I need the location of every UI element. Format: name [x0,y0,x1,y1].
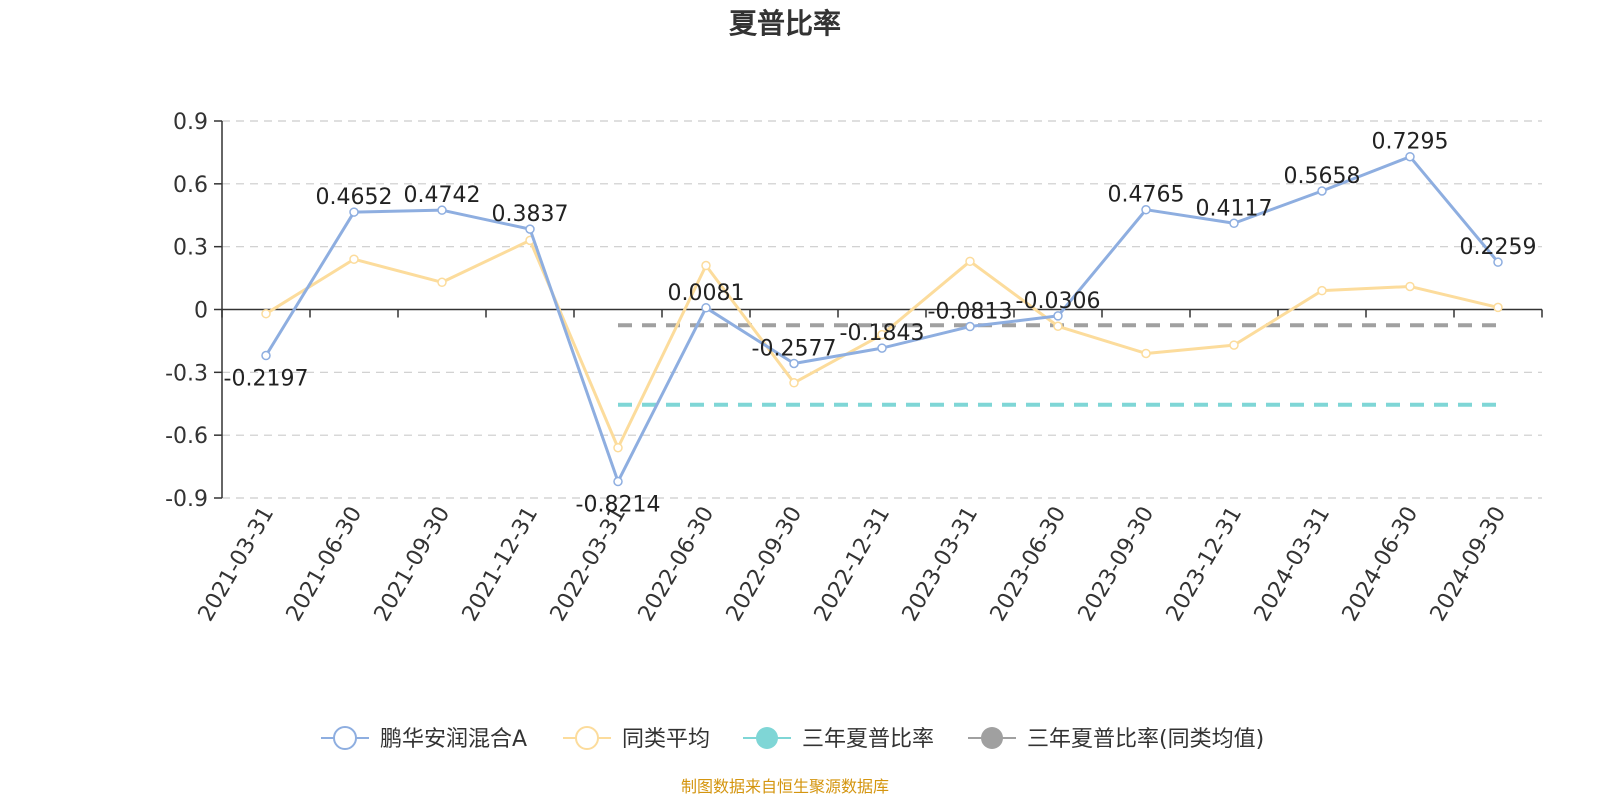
y-tick-label: 0.3 [173,236,208,261]
data-point [1141,348,1151,359]
x-tick-label: 2022-06-30 [634,503,720,626]
data-label: 0.0081 [668,281,745,306]
data-point [789,358,799,369]
x-tick-label: 2023-03-31 [898,503,984,626]
data-label: -0.0813 [928,300,1013,325]
data-label: -0.8214 [576,493,661,518]
data-label: 0.4652 [316,185,393,210]
data-point [1405,281,1415,292]
y-tick-label: 0.9 [173,110,208,135]
data-source-note: 制图数据来自恒生聚源数据库 [681,777,889,796]
x-tick-label: 2022-09-30 [722,503,808,626]
data-point [1317,186,1327,196]
data-point [261,350,271,361]
data-label: 0.2259 [1460,235,1537,260]
data-label: -0.2577 [752,336,837,361]
data-point [701,303,711,313]
data-point [965,321,975,332]
legend-label-three-year-sharpe-peer: 三年夏普比率(同类均值) [1027,727,1264,752]
data-point [349,254,359,264]
data-point [1317,285,1327,296]
legend-marker-three-year-sharpe-peer [981,727,1003,749]
data-point [1229,340,1239,350]
data-label: 0.4765 [1108,183,1185,208]
x-tick-label: 2022-03-31 [546,503,632,626]
grid-lines [222,120,1542,499]
x-tick-label: 2022-12-31 [810,503,896,626]
x-tick-label: 2021-06-30 [282,503,368,626]
x-tick-label: 2021-12-31 [458,503,544,626]
data-point [1053,321,1063,332]
x-tick-label: 2023-06-30 [986,503,1072,626]
data-point [965,256,975,267]
y-tick-label: -0.9 [165,487,208,512]
data-label: 0.5658 [1284,164,1361,189]
data-point [1053,311,1063,321]
legend-marker-three-year-sharpe [756,727,778,749]
legend-marker-fund [333,726,357,750]
x-tick-label: 2024-06-30 [1338,503,1424,626]
data-point [437,205,447,215]
legend-item-three-year-sharpe-peer[interactable]: 三年夏普比率(同类均值) [968,727,1264,752]
legend-label-three-year-sharpe: 三年夏普比率 [802,727,934,752]
data-point [1493,257,1503,267]
data-point [613,476,623,487]
data-label: 0.4742 [404,183,481,208]
data-point [877,329,887,340]
data-point [349,207,359,217]
y-tick-label: 0.6 [173,173,208,198]
series-lines [261,151,1503,487]
chart-title: 夏普比率 [729,7,841,40]
data-point [701,260,711,271]
data-point [877,343,887,353]
y-tick-label: -0.6 [165,424,208,449]
data-labels: -0.2197 0.4652 0.4742 0.3837 -0.8214 0.0081 -0… [224,130,1537,518]
y-tick-label: 0 [194,299,208,324]
data-point [525,224,535,234]
data-point [789,378,799,388]
data-point [1493,302,1503,313]
x-tick-label: 2021-03-31 [194,503,280,626]
data-point [1405,151,1415,162]
data-label: 0.7295 [1372,130,1449,155]
legend-marker-peer-average [575,726,599,750]
legend[interactable]: 鹏华安润混合A 同类平均 三年夏普比率 三年夏普比率(同类均值) [321,726,1264,752]
x-tick-label: 2024-09-30 [1426,503,1512,626]
data-point [1229,218,1239,229]
data-point [437,277,447,288]
data-point [261,308,271,319]
data-point [613,442,623,453]
data-label: -0.2197 [224,367,309,392]
legend-item-fund[interactable]: 鹏华安润混合A [321,726,527,752]
legend-item-peer-average[interactable]: 同类平均 [563,726,710,752]
data-label: 0.3837 [492,202,569,227]
legend-label-peer-average: 同类平均 [622,727,710,752]
data-label: 0.4117 [1196,196,1273,221]
legend-label-fund: 鹏华安润混合A [380,727,527,752]
data-label: -0.0306 [1016,289,1101,314]
x-tick-label: 2023-12-31 [1162,503,1248,626]
y-tick-label: -0.3 [165,361,208,386]
data-point [1141,204,1151,215]
x-tick-label: 2021-09-30 [370,503,456,626]
x-tick-label: 2024-03-31 [1250,503,1336,626]
legend-item-three-year-sharpe[interactable]: 三年夏普比率 [743,727,934,752]
x-tick-label: 2023-09-30 [1074,503,1160,626]
data-label: -0.1843 [840,321,925,346]
